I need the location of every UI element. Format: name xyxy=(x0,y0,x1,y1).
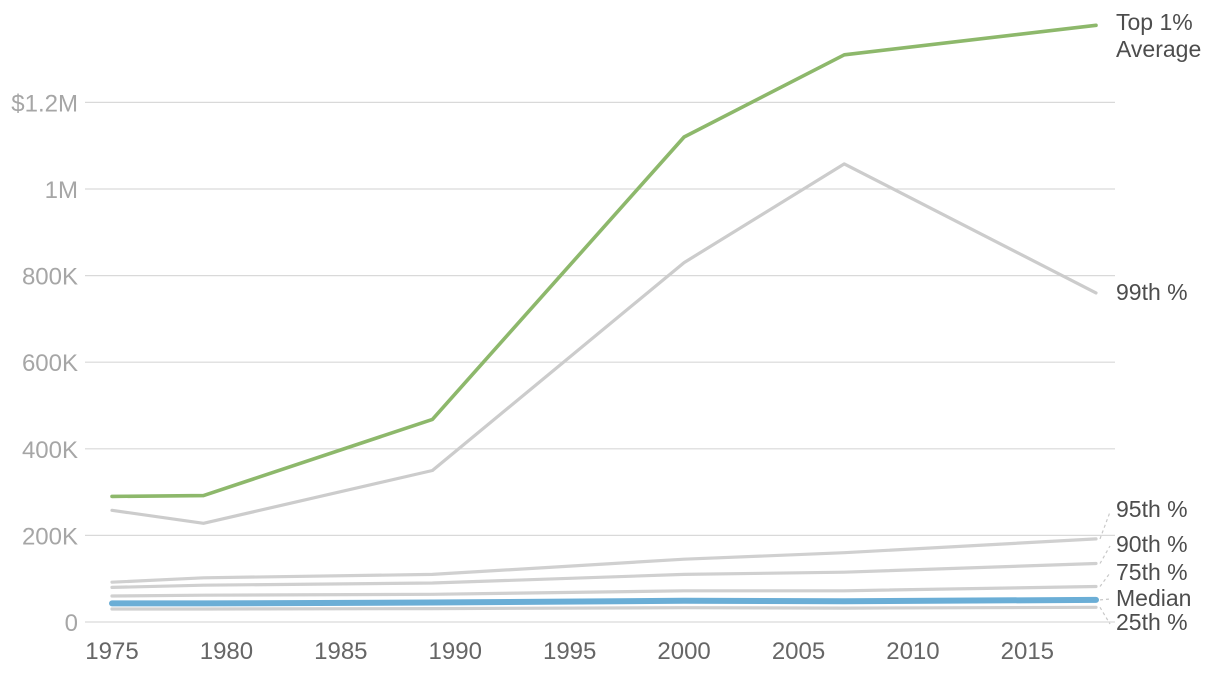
x-tick-label-2000: 2000 xyxy=(657,638,710,665)
x-tick-label-1985: 1985 xyxy=(314,638,367,665)
series-label-75th-pct: 75th % xyxy=(1116,559,1188,585)
x-tick-label-2010: 2010 xyxy=(886,638,939,665)
x-tick-label-2015: 2015 xyxy=(1001,638,1054,665)
series-label-99th-pct: 99th % xyxy=(1116,279,1188,305)
series-label-median: Median xyxy=(1116,585,1191,611)
x-tick-label-1990: 1990 xyxy=(429,638,482,665)
series-line-top-1pct-average xyxy=(110,23,1098,499)
x-tick-label-2005: 2005 xyxy=(772,638,825,665)
leader-90th-pct xyxy=(1099,545,1111,564)
leader-median xyxy=(1099,598,1111,601)
leader-75th-pct xyxy=(1099,572,1111,587)
x-tick-label-1975: 1975 xyxy=(85,638,138,665)
series-line-25th-pct xyxy=(110,605,1098,611)
series-label-25th-pct: 25th % xyxy=(1116,609,1188,635)
y-tick-label-800k: 800K xyxy=(22,264,78,291)
series-line-75th-pct xyxy=(110,584,1098,598)
series-labels: 25th % 75th %90th % 95th % 99th % Median Top … xyxy=(1099,9,1201,635)
x-axis-ticks: 1975 1980 1985 1990 1995 2000 2005 2010 2015 xyxy=(85,638,1054,665)
y-axis-ticks: 0 200K 400K 600K 800K 1M $1.2M xyxy=(11,90,78,637)
x-tick-label-1995: 1995 xyxy=(543,638,596,665)
series-label-top-1pct-average: Top 1% Average xyxy=(1116,9,1201,62)
x-tick-label-1980: 1980 xyxy=(200,638,253,665)
series-line-90th-pct xyxy=(110,561,1098,590)
series-line-95th-pct xyxy=(110,537,1098,584)
series-lines xyxy=(109,23,1099,611)
y-tick-label-1-2m: $1.2M xyxy=(11,90,78,117)
gridlines xyxy=(85,101,1115,623)
leader-95th-pct xyxy=(1099,511,1111,540)
y-tick-label-200k: 200K xyxy=(22,523,78,550)
series-label-95th-pct: 95th % xyxy=(1116,496,1188,522)
y-tick-label-1m: 1M xyxy=(45,177,78,204)
y-tick-label-600k: 600K xyxy=(22,350,78,377)
series-line-99th-pct xyxy=(110,162,1098,525)
y-tick-label-400k: 400K xyxy=(22,437,78,464)
series-line-median xyxy=(109,596,1099,607)
series-label-90th-pct: 90th % xyxy=(1116,531,1188,557)
y-tick-label-0: 0 xyxy=(65,610,78,637)
